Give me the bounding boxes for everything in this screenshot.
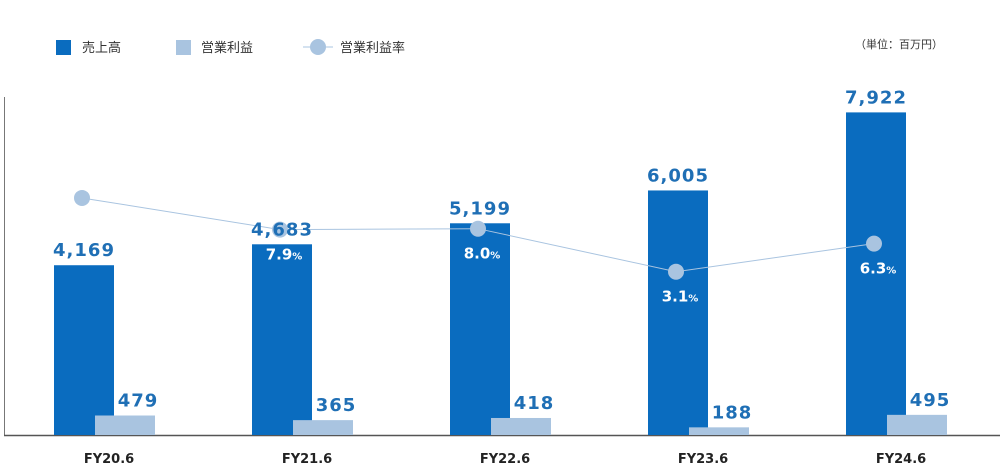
x-tick-label: FY24.6 — [876, 452, 926, 467]
sales-value-label: 5,199 — [449, 198, 511, 219]
op-profit-value-label: 365 — [316, 395, 357, 416]
op-profit-value-label: 495 — [910, 390, 951, 411]
sales-value-label: 6,005 — [647, 165, 709, 186]
op-profit-value-label: 188 — [712, 402, 753, 423]
margin-value-number: 3.1 — [662, 288, 689, 306]
margin-value-number: 11.5 — [62, 214, 99, 232]
margin-marker — [74, 189, 90, 206]
op-profit-value-label: 479 — [118, 390, 159, 411]
x-tick-label: FY21.6 — [282, 452, 332, 467]
legend-label-op-profit: 営業利益 — [201, 40, 253, 56]
op-profit-bar — [95, 415, 155, 435]
op-profit-value-label: 418 — [514, 393, 555, 414]
op-profit-bar — [887, 414, 947, 435]
legend-label-op-margin: 営業利益率 — [340, 40, 405, 56]
margin-marker — [470, 220, 486, 237]
sales-value-label: 7,922 — [845, 87, 907, 108]
legend-swatch-sales — [56, 40, 71, 55]
margin-value-unit: % — [490, 251, 500, 262]
margin-value-label: 7.9% — [266, 246, 303, 264]
margin-value-label: 3.1% — [662, 288, 699, 306]
sales-bar — [54, 265, 114, 435]
sales-bar — [450, 223, 510, 435]
legend-label-sales: 売上高 — [82, 40, 121, 56]
sales-bar — [252, 244, 312, 435]
sales-value-label: 4,683 — [251, 219, 313, 240]
margin-value-label: 11.5% — [62, 214, 109, 232]
bars-layer — [54, 112, 947, 435]
x-tick-label: FY20.6 — [84, 452, 134, 467]
margin-value-label: 6.3% — [860, 260, 897, 278]
legend: 売上高 営業利益 営業利益率 — [56, 39, 405, 56]
sales-bar — [648, 190, 708, 435]
margin-value-unit: % — [886, 266, 896, 277]
margin-value-number: 8.0 — [464, 245, 491, 263]
x-tick-label: FY22.6 — [480, 452, 530, 467]
margin-marker — [272, 221, 288, 238]
op-profit-bar — [491, 417, 551, 435]
x-tick-label: FY23.6 — [678, 452, 728, 467]
margin-value-unit: % — [688, 294, 698, 305]
margin-line-layer — [74, 189, 882, 280]
margin-marker — [668, 263, 684, 280]
op-profit-bar — [689, 427, 749, 435]
margin-value-number: 6.3 — [860, 260, 887, 278]
legend-swatch-op-profit — [176, 40, 191, 55]
margin-marker — [866, 235, 882, 252]
margin-value-unit: % — [99, 220, 109, 231]
sales-value-label: 4,169 — [53, 240, 115, 261]
margin-value-label: 8.0% — [464, 245, 501, 263]
op-profit-bar — [293, 420, 353, 435]
margin-value-number: 7.9 — [266, 246, 293, 264]
sales-bar — [846, 112, 906, 435]
margin-value-unit: % — [292, 252, 302, 263]
labels-layer: 4,169 479 FY20.6 4,683 365 FY21.6 5,199 418 FY22… — [53, 87, 951, 467]
unit-note: （単位：百万円） — [855, 37, 943, 51]
legend-swatch-margin-marker — [310, 39, 326, 55]
